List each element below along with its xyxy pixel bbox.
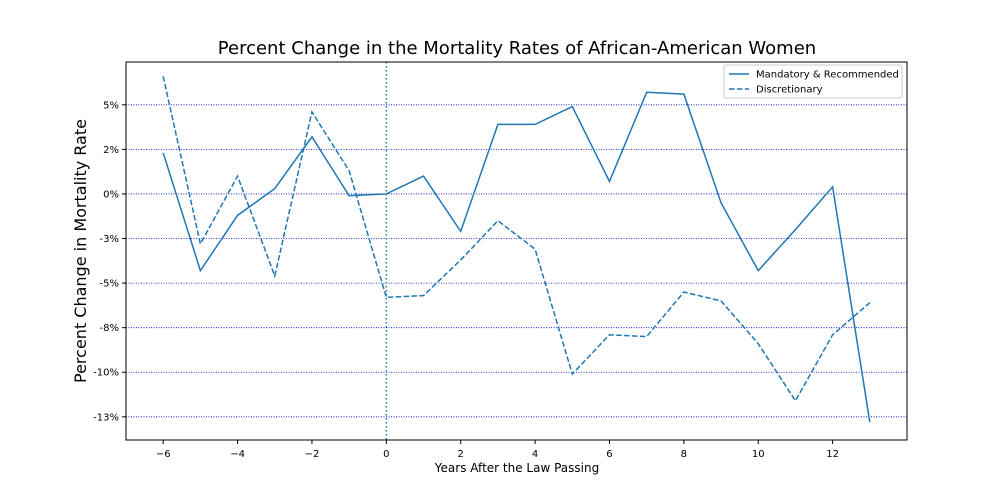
- series-line-mandatory-recommended: [162, 91, 871, 423]
- legend-label-mandatory: Mandatory & Recommended: [756, 70, 899, 81]
- legend-label-discretionary: Discretionary: [756, 85, 823, 96]
- y-tick-label-1: 2%: [103, 145, 119, 156]
- y-tick-label-5: -8%: [100, 323, 119, 334]
- x-axis-label: Years After the Law Passing: [434, 461, 599, 475]
- x-tick-label-7: 8: [681, 449, 687, 460]
- series-lines: [162, 76, 871, 423]
- series-line-discretionary: [162, 76, 871, 403]
- y-axis-ticks: 5% 2% 0% -3% -5% -8% -10% -13%: [93, 100, 126, 423]
- x-tick-label-8: 10: [752, 449, 765, 460]
- y-tick-label-0: 5%: [103, 100, 119, 111]
- x-tick-label-3: 0: [383, 449, 389, 460]
- x-tick-label-2: −2: [305, 449, 320, 460]
- y-tick-label-7: -13%: [93, 412, 119, 423]
- y-tick-label-6: -10%: [93, 368, 119, 379]
- plot-frame: [125, 61, 908, 441]
- y-tick-label-4: -5%: [100, 279, 119, 290]
- x-tick-label-9: 12: [826, 449, 839, 460]
- y-tick-label-3: -3%: [100, 234, 119, 245]
- y-tick-label-2: 0%: [103, 189, 119, 200]
- y-axis-label: Percent Change in Mortality Rate: [71, 119, 90, 383]
- x-tick-label-0: −6: [156, 449, 171, 460]
- x-tick-label-1: −4: [230, 449, 245, 460]
- x-tick-label-6: 6: [606, 449, 612, 460]
- x-tick-label-5: 4: [532, 449, 538, 460]
- chart-title: Percent Change in the Mortality Rates of…: [218, 38, 816, 59]
- legend: Mandatory & Recommended Discretionary: [723, 64, 903, 99]
- x-tick-label-4: 2: [458, 449, 464, 460]
- x-axis-ticks: −6 −4 −2 0 2 4 6 8 10 12: [156, 440, 839, 460]
- legend-box: [723, 64, 903, 99]
